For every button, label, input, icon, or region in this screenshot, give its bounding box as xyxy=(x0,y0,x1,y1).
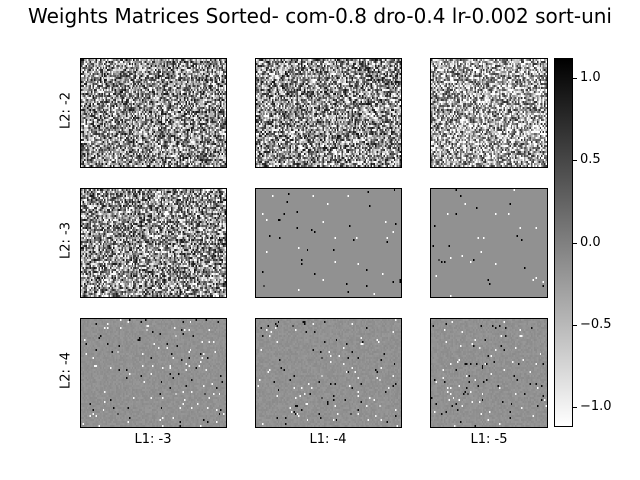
chart-title: Weights Matrices Sorted- com-0.8 dro-0.4… xyxy=(28,4,612,28)
colorbar-tick-mark xyxy=(573,160,577,161)
row-label-1: L2: -3 xyxy=(58,222,74,259)
row-label-0: L2: -2 xyxy=(58,92,74,129)
heatmap-panel-r2-c1 xyxy=(255,318,402,428)
colorbar-tick-label: −1.0 xyxy=(580,399,612,414)
colorbar-tick-mark xyxy=(573,78,577,79)
colorbar-tick-label: 0.0 xyxy=(580,235,601,250)
colorbar-tick-mark xyxy=(573,325,577,326)
heatmap-panel-r2-c2 xyxy=(430,318,548,428)
col-label-2: L1: -5 xyxy=(470,432,508,447)
heatmap-panel-r1-c0 xyxy=(80,188,227,298)
col-label-0: L1: -3 xyxy=(134,432,172,447)
colorbar-tick-label: 1.0 xyxy=(580,70,601,85)
heatmap-panel-r0-c0 xyxy=(80,58,227,168)
colorbar-tick-label: 0.5 xyxy=(580,152,601,167)
heatmap-panel-r2-c0 xyxy=(80,318,227,428)
col-label-1: L1: -4 xyxy=(309,432,347,447)
heatmap-panel-r0-c2 xyxy=(430,58,548,168)
row-label-2: L2: -4 xyxy=(58,352,74,389)
colorbar-tick-label: −0.5 xyxy=(580,317,612,332)
heatmap-panel-r1-c1 xyxy=(255,188,402,298)
colorbar-tick-mark xyxy=(573,407,577,408)
colorbar xyxy=(554,58,573,427)
colorbar-tick-mark xyxy=(573,243,577,244)
heatmap-panel-r1-c2 xyxy=(430,188,548,298)
heatmap-panel-r0-c1 xyxy=(255,58,402,168)
